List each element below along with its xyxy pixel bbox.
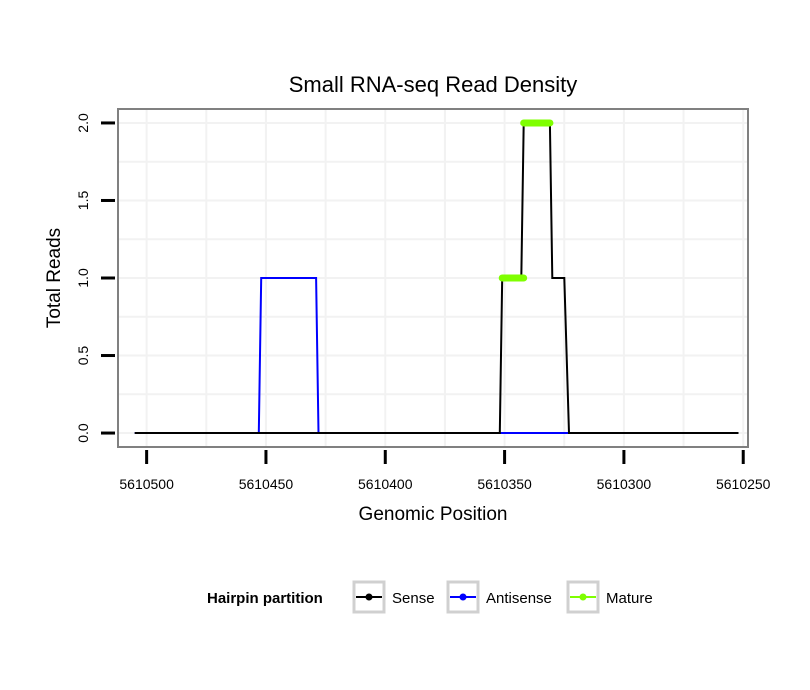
legend: Hairpin partition Sense Antisense Mature — [207, 580, 653, 614]
legend-label-antisense: Antisense — [486, 590, 552, 607]
legend-label-mature: Mature — [606, 590, 653, 607]
y-tick-label: 2.0 — [75, 113, 91, 133]
legend-key-point-antisense — [459, 593, 467, 601]
y-tick-label: 1.0 — [75, 268, 91, 288]
legend-key-point-sense — [365, 593, 373, 601]
x-tick-label: 5610250 — [716, 476, 771, 492]
y-tick-label: 0.5 — [75, 346, 91, 366]
legend-title: Hairpin partition — [207, 590, 323, 607]
legend-key-point-mature — [579, 593, 587, 601]
legend-item-mature: Mature — [566, 580, 653, 614]
legend-item-sense: Sense — [352, 580, 435, 614]
chart-title: Small RNA-seq Read Density — [289, 72, 578, 97]
x-tick-label: 5610500 — [119, 476, 174, 492]
plot-panel-border — [117, 108, 749, 448]
y-tick-label: 0.0 — [75, 423, 91, 443]
legend-item-antisense: Antisense — [446, 580, 552, 614]
x-axis-label: Genomic Position — [359, 504, 508, 525]
grid — [118, 109, 748, 447]
y-tick-label: 1.5 — [75, 191, 91, 211]
plot-lines — [134, 119, 739, 434]
y-axis: 0.0 0.5 1.0 1.5 2.0 — [75, 113, 115, 443]
x-tick-label: 5610400 — [358, 476, 413, 492]
legend-label-sense: Sense — [392, 590, 435, 607]
x-tick-label: 5610450 — [239, 476, 294, 492]
x-tick-label: 5610300 — [597, 476, 652, 492]
x-tick-label: 5610350 — [477, 476, 532, 492]
x-axis: 5610500 5610450 5610400 5610350 5610300 56102… — [119, 450, 771, 492]
y-axis-label: Total Reads — [44, 228, 65, 328]
